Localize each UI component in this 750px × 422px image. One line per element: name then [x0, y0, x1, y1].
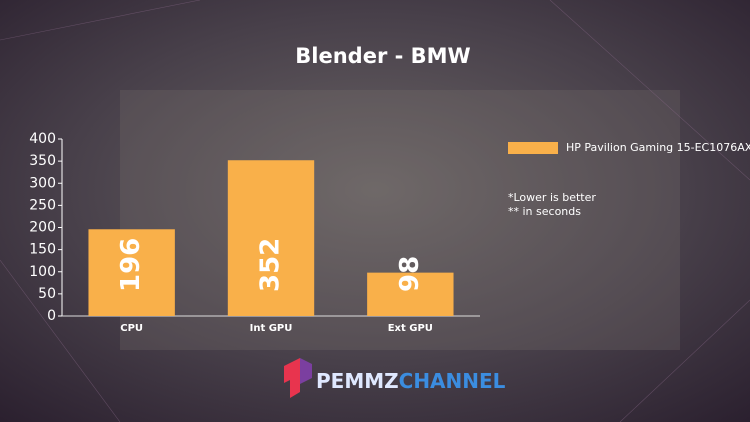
y-tick-label: 100 [29, 264, 56, 280]
logo-icon [300, 358, 312, 384]
value-label: 352 [256, 238, 286, 292]
x-tick-label: Ext GPU [388, 323, 433, 334]
logo-text: PEMMZCHANNEL [316, 369, 506, 393]
y-tick-label: 0 [47, 308, 56, 324]
y-tick-label: 50 [38, 286, 56, 302]
bar [367, 272, 454, 316]
value-label: 98 [395, 256, 425, 292]
y-tick-label: 250 [29, 197, 56, 213]
y-tick-label: 150 [29, 242, 56, 258]
annotation: ** in seconds [508, 205, 581, 218]
chart-title: Blender - BMW [295, 44, 470, 68]
y-tick-label: 300 [29, 175, 56, 191]
legend-label: HP Pavilion Gaming 15-EC1076AX [566, 141, 750, 154]
x-tick-label: CPU [120, 323, 143, 334]
logo: PEMMZCHANNEL [284, 358, 506, 398]
bar [227, 160, 315, 316]
y-tick-label: 400 [29, 131, 56, 147]
logo-icon [284, 358, 300, 398]
logo-brand: PEMMZ [316, 369, 399, 393]
legend-swatch [508, 142, 558, 154]
y-tick-label: 350 [29, 153, 56, 169]
logo-suffix: CHANNEL [399, 369, 506, 393]
value-label: 196 [116, 238, 146, 292]
x-tick-label: Int GPU [250, 323, 293, 334]
annotation: *Lower is better [508, 191, 596, 204]
bar [88, 229, 175, 316]
y-tick-label: 200 [29, 220, 56, 236]
